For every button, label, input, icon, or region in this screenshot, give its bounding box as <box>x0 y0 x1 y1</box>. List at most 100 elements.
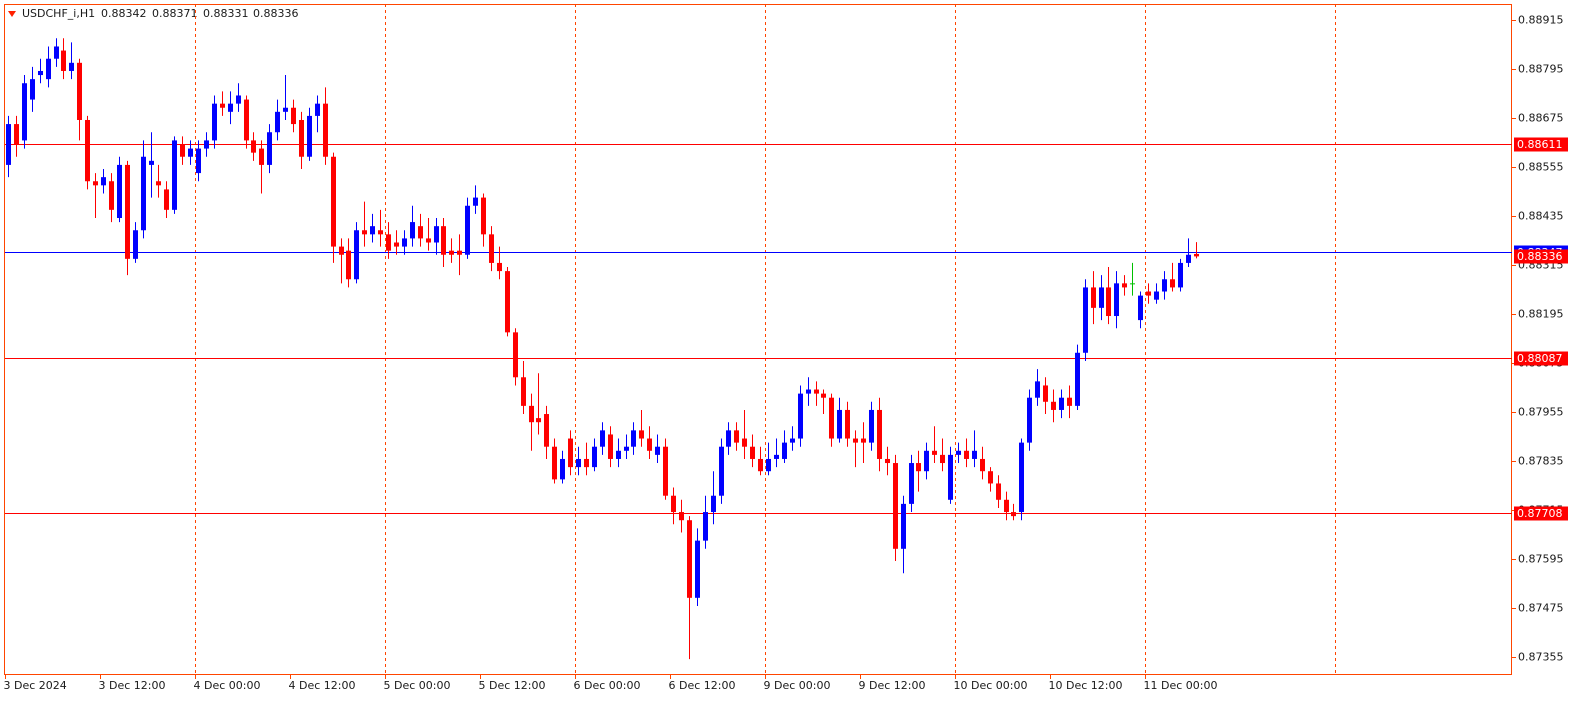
y-tick-label: 0.88195 <box>1518 308 1564 321</box>
candle-body <box>505 271 510 333</box>
candle-body <box>61 50 66 71</box>
candle-body <box>1114 283 1119 317</box>
candle-body <box>1004 499 1009 513</box>
candle-body <box>837 409 842 439</box>
candle-body <box>370 226 375 235</box>
candle-body <box>1106 287 1111 317</box>
x-tick-label: 6 Dec 00:00 <box>574 679 641 692</box>
candle-body <box>101 177 106 186</box>
candle-body <box>687 520 692 598</box>
candle-body <box>133 230 138 259</box>
candle-body <box>188 148 193 157</box>
candle-body <box>259 148 264 165</box>
candle-body <box>940 454 945 464</box>
candle-body <box>758 458 763 472</box>
candle-body <box>212 103 217 141</box>
candle-body <box>885 458 890 464</box>
candle-body <box>972 450 977 459</box>
candle-body <box>893 463 898 549</box>
y-tick-label: 0.88555 <box>1518 161 1564 174</box>
candle-body <box>679 512 684 521</box>
candle-body <box>513 332 518 378</box>
candle-body <box>1138 295 1143 321</box>
candle-body <box>521 377 526 406</box>
level-label-box <box>1514 506 1568 521</box>
candle-body <box>236 95 241 104</box>
plot-frame <box>4 4 1512 675</box>
last-low: 0.88331 <box>203 7 249 20</box>
level-label: 0.88611 <box>1517 138 1563 151</box>
candle-body <box>1186 254 1191 263</box>
x-tick-label: 5 Dec 00:00 <box>384 679 451 692</box>
candle-body <box>6 124 11 165</box>
y-tick-label: 0.88675 <box>1518 112 1564 125</box>
candle-body <box>156 181 161 186</box>
candle-body <box>497 262 502 272</box>
candle-body <box>766 458 771 472</box>
candle-body <box>631 430 636 447</box>
candle-body <box>964 450 969 459</box>
candle-body <box>481 197 486 235</box>
candle-body <box>782 442 787 459</box>
candle-body <box>996 483 1001 500</box>
candle-body <box>663 446 668 496</box>
candle-body <box>378 230 383 235</box>
candle-body <box>853 438 858 443</box>
level-label: 0.87708 <box>1517 507 1563 520</box>
candle-body <box>1059 397 1064 410</box>
y-tick-label: 0.87955 <box>1518 406 1564 419</box>
candle-body <box>909 463 914 504</box>
candle-body <box>584 458 589 468</box>
candle-body <box>30 79 35 100</box>
candle-body <box>703 512 708 541</box>
candle-body <box>331 156 336 247</box>
candle-body <box>323 103 328 157</box>
candle-body <box>299 119 304 157</box>
candle-body <box>489 234 494 263</box>
candle-body <box>93 181 98 186</box>
candle-body <box>180 144 185 157</box>
level-label-box <box>1514 137 1568 152</box>
candle-body <box>1011 512 1016 517</box>
candle-body <box>394 242 399 247</box>
candle-body <box>441 226 446 255</box>
x-tick-label: 3 Dec 12:00 <box>99 679 166 692</box>
x-tick-label: 4 Dec 12:00 <box>289 679 356 692</box>
candle-body <box>386 234 391 251</box>
candle-body <box>624 446 629 451</box>
candle-body <box>1043 385 1048 402</box>
candle-body <box>901 503 906 549</box>
candle-body <box>1035 381 1040 398</box>
last-close: 0.88336 <box>253 7 299 20</box>
candle-body <box>1154 291 1159 300</box>
y-tick-label: 0.87475 <box>1518 602 1564 615</box>
candle-body <box>695 540 700 598</box>
x-tick-label: 6 Dec 12:00 <box>669 679 736 692</box>
candle-body <box>1162 279 1167 292</box>
candle-body <box>1170 279 1175 288</box>
candle-body <box>109 181 114 210</box>
candle-body <box>307 115 312 157</box>
candle-body <box>354 230 359 280</box>
close-label: 0.88336 <box>1517 250 1563 263</box>
menu-triangle <box>8 11 16 17</box>
candle-body <box>774 454 779 459</box>
candle-body <box>362 230 367 235</box>
level-label-box <box>1514 351 1568 366</box>
candle-body <box>1178 262 1183 288</box>
candle-body <box>196 148 201 174</box>
x-tick-label: 10 Dec 12:00 <box>1049 679 1123 692</box>
y-tick-label: 0.87355 <box>1518 651 1564 664</box>
candle-body <box>529 405 534 423</box>
x-tick-label: 4 Dec 00:00 <box>194 679 261 692</box>
candle-body <box>125 164 130 259</box>
candle-body <box>283 107 288 112</box>
candle-body <box>956 450 961 455</box>
last-high: 0.88371 <box>152 7 198 20</box>
last-open: 0.88342 <box>101 7 147 20</box>
candle-body <box>592 446 597 468</box>
candle-body <box>77 62 82 120</box>
candle-body <box>46 58 51 80</box>
